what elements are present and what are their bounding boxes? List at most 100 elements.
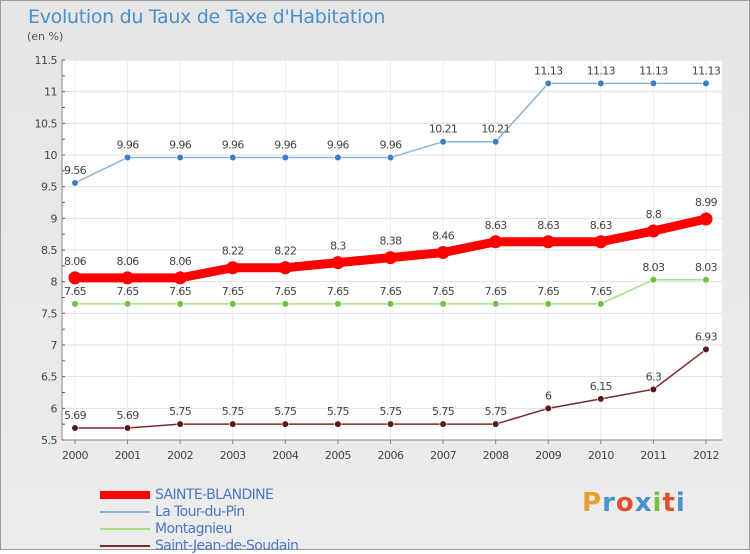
data-label: 8.22 xyxy=(274,245,296,258)
data-label: 11.13 xyxy=(639,64,668,77)
data-label: 5.75 xyxy=(379,405,402,418)
data-point-montagnieu xyxy=(123,300,132,308)
data-point-montagnieu xyxy=(492,300,500,308)
data-point-sainte-blandine xyxy=(173,271,187,285)
legend-label: Montagnieu xyxy=(155,520,232,537)
y-tick-label: 10 xyxy=(44,149,57,162)
data-label: 5.75 xyxy=(485,405,508,418)
data-label: 11.13 xyxy=(534,64,563,77)
data-point-sainte-blandine xyxy=(436,246,450,260)
data-label: 8.46 xyxy=(432,230,455,243)
proxiti-logo: Proxiti xyxy=(582,488,686,518)
data-label: 5.69 xyxy=(64,409,87,422)
data-point-sainte-blandine xyxy=(699,212,713,226)
data-label: 11.13 xyxy=(692,64,721,77)
data-point-la-tour-du-pin xyxy=(544,79,552,88)
data-point-saint-jean-de-soudain xyxy=(176,420,184,428)
data-label: 8.99 xyxy=(695,196,718,209)
data-point-la-tour-du-pin xyxy=(597,79,605,88)
y-tick-label: 10.5 xyxy=(35,117,58,130)
x-tick-label: 2005 xyxy=(325,449,351,462)
data-point-sainte-blandine xyxy=(278,261,292,275)
data-point-la-tour-du-pin xyxy=(123,153,132,162)
data-label: 8.06 xyxy=(169,255,192,268)
legend-label: La Tour-du-Pin xyxy=(155,503,245,520)
data-label: 6.15 xyxy=(590,380,613,393)
data-point-sainte-blandine xyxy=(68,271,82,285)
data-point-la-tour-du-pin xyxy=(229,153,237,162)
data-label: 8.3 xyxy=(330,240,346,253)
data-label: 7.65 xyxy=(327,285,350,298)
data-label: 8.38 xyxy=(379,235,402,248)
data-point-montagnieu xyxy=(334,300,342,308)
data-point-saint-jean-de-soudain xyxy=(71,424,79,432)
data-label: 7.65 xyxy=(537,285,560,298)
data-point-sainte-blandine xyxy=(384,251,397,265)
data-point-montagnieu xyxy=(544,300,552,308)
data-point-montagnieu xyxy=(649,276,658,284)
data-point-saint-jean-de-soudain xyxy=(544,404,552,412)
data-point-saint-jean-de-soudain xyxy=(702,345,710,354)
data-label: 7.65 xyxy=(432,285,455,298)
data-label: 9.96 xyxy=(169,139,192,152)
logo-letter: o xyxy=(615,488,635,518)
x-tick-label: 2002 xyxy=(167,449,193,462)
data-label: 6 xyxy=(545,389,552,402)
y-tick-label: 5.5 xyxy=(41,434,57,447)
y-tick-label: 6 xyxy=(51,402,58,415)
y-tick-label: 9.5 xyxy=(41,181,57,194)
y-tick-label: 8 xyxy=(51,276,58,289)
y-tick-label: 6.5 xyxy=(41,371,57,384)
data-point-sainte-blandine xyxy=(541,235,555,249)
y-tick-label: 9 xyxy=(51,212,58,225)
data-label: 5.69 xyxy=(117,409,140,422)
data-label: 7.65 xyxy=(590,285,613,298)
data-label: 9.56 xyxy=(64,164,87,177)
data-label: 8.03 xyxy=(642,261,665,274)
legend-item-la-tour-du-pin: La Tour-du-Pin xyxy=(100,503,298,520)
data-label: 8.8 xyxy=(646,208,662,221)
legend: SAINTE-BLANDINE La Tour-du-Pin Montagnie… xyxy=(100,486,299,554)
legend-item-montagnieu: Montagnieu xyxy=(100,520,298,537)
data-point-montagnieu xyxy=(71,300,79,308)
data-point-saint-jean-de-soudain xyxy=(281,420,289,428)
x-tick-label: 2001 xyxy=(115,449,141,462)
data-label: 9.96 xyxy=(117,139,140,152)
data-label: 11.13 xyxy=(587,64,616,77)
data-label: 7.65 xyxy=(117,285,140,298)
data-label: 5.75 xyxy=(432,405,455,418)
data-point-saint-jean-de-soudain xyxy=(649,385,658,393)
data-point-saint-jean-de-soudain xyxy=(597,395,605,403)
data-label: 8.06 xyxy=(117,255,140,268)
legend-swatch-la-tour-du-pin xyxy=(100,510,150,513)
data-label: 5.75 xyxy=(274,405,297,418)
data-point-la-tour-du-pin xyxy=(176,153,184,162)
data-point-montagnieu xyxy=(229,300,237,308)
data-point-sainte-blandine xyxy=(489,235,503,249)
chart-unit-label: (en %) xyxy=(27,30,64,43)
x-tick-label: 2000 xyxy=(62,449,88,462)
data-label: 7.65 xyxy=(274,285,297,298)
data-label: 8.63 xyxy=(590,219,613,232)
data-point-la-tour-du-pin xyxy=(702,79,710,88)
data-point-sainte-blandine xyxy=(121,271,135,285)
data-point-la-tour-du-pin xyxy=(492,138,500,146)
legend-swatch-saint-jean-de-soudain xyxy=(100,544,150,547)
data-label: 7.65 xyxy=(379,285,402,298)
data-point-montagnieu xyxy=(597,300,605,308)
data-point-sainte-blandine xyxy=(226,261,240,275)
data-point-saint-jean-de-soudain xyxy=(123,424,132,432)
chart-title: Evolution du Taux de Taxe d'Habitation xyxy=(28,6,386,28)
logo-letter: i xyxy=(652,488,663,518)
x-tick-label: 2008 xyxy=(483,449,509,462)
logo-letter: i xyxy=(675,488,686,518)
data-point-la-tour-du-pin xyxy=(334,153,342,162)
data-point-montagnieu xyxy=(439,300,447,308)
legend-label: Saint-Jean-de-Soudain xyxy=(155,537,299,554)
data-point-saint-jean-de-soudain xyxy=(229,420,237,428)
data-label: 5.75 xyxy=(169,405,192,418)
x-tick-label: 2010 xyxy=(588,449,614,462)
y-tick-label: 7 xyxy=(51,339,58,352)
x-tick-label: 2011 xyxy=(640,449,666,462)
data-point-saint-jean-de-soudain xyxy=(334,420,342,428)
